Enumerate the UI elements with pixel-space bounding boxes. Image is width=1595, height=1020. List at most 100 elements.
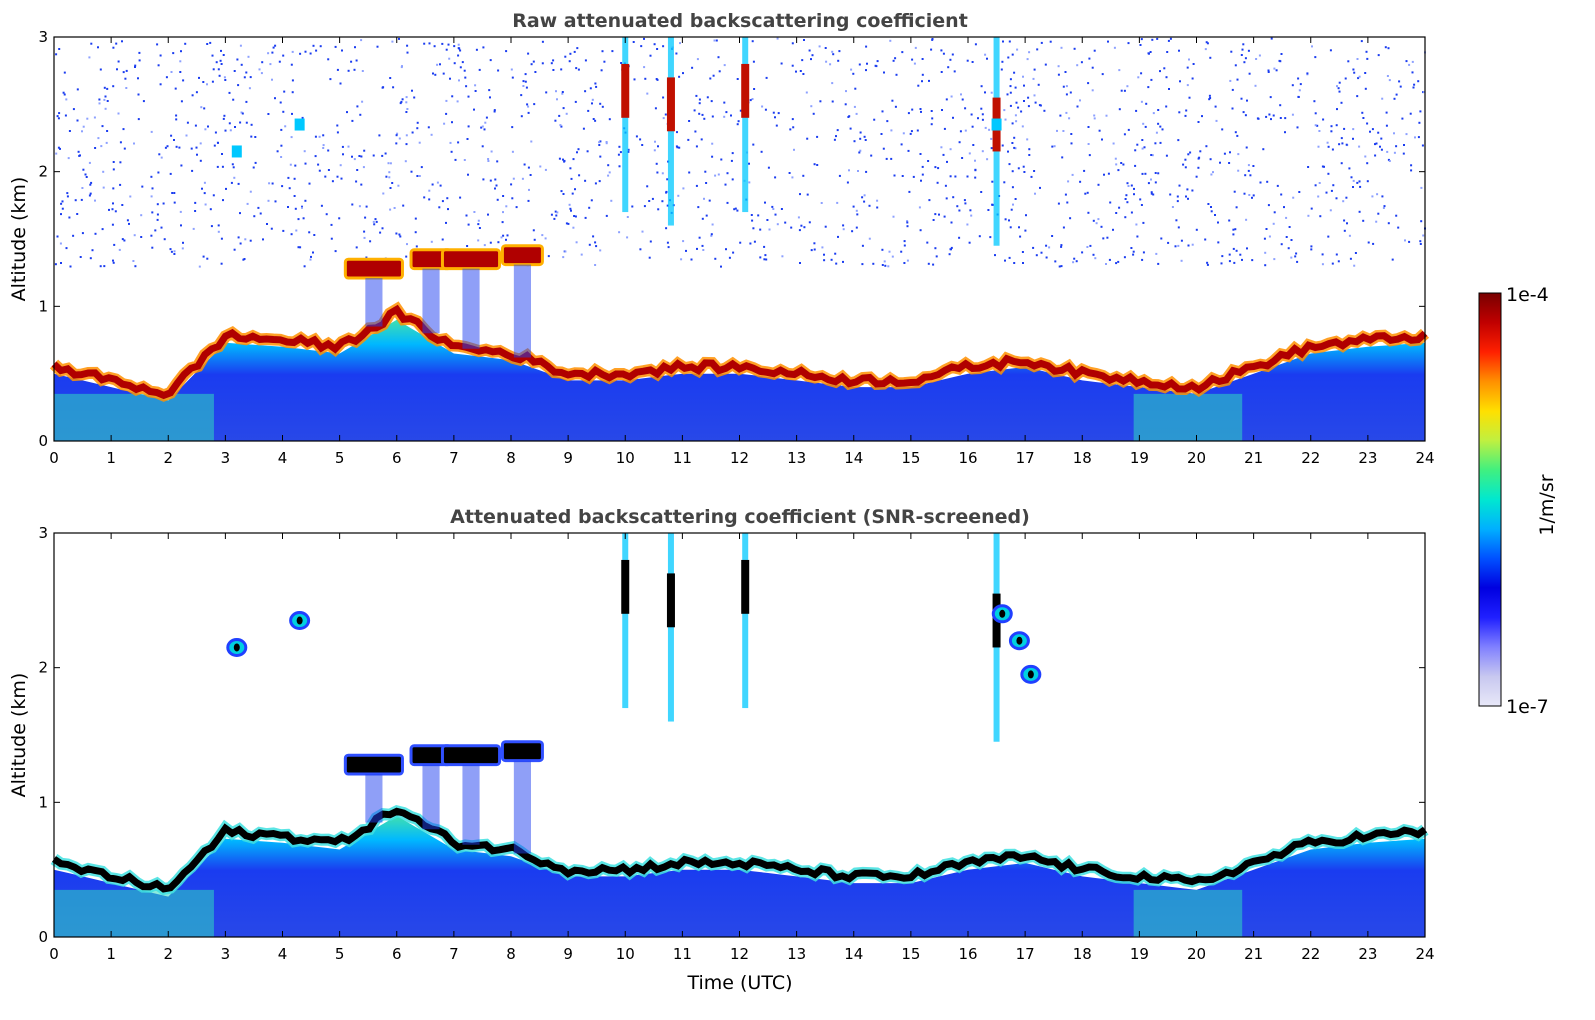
panel-raw-title: Raw attenuated backscattering coefficien… bbox=[512, 10, 968, 32]
boundary-layer bbox=[54, 815, 1425, 937]
cloud-patch-core bbox=[1027, 670, 1034, 679]
panel-raw-plot-area bbox=[49, 37, 1430, 441]
x-tick-label: 22 bbox=[1301, 449, 1320, 467]
x-tick-label: 4 bbox=[278, 945, 288, 963]
x-tick-label: 16 bbox=[958, 945, 977, 963]
cloud-patch bbox=[294, 118, 305, 131]
precip-streak bbox=[422, 764, 440, 830]
y-tick-label: 1 bbox=[38, 793, 48, 811]
x-tick-label: 6 bbox=[392, 449, 402, 467]
x-tick-label: 12 bbox=[730, 945, 749, 963]
upper-cloud-core bbox=[741, 559, 750, 614]
cloud-patch-core bbox=[1016, 636, 1023, 645]
surface-aerosol bbox=[54, 889, 214, 937]
elevated-cloud bbox=[500, 740, 544, 763]
cloud-patch-core bbox=[233, 643, 240, 652]
x-tick-label: 10 bbox=[616, 945, 635, 963]
raw-patches bbox=[231, 118, 1002, 158]
panel-screened-plot-area bbox=[50, 533, 1429, 937]
x-tick-label: 4 bbox=[278, 449, 288, 467]
x-tick-label: 1 bbox=[106, 449, 116, 467]
x-tick-label: 2 bbox=[163, 945, 173, 963]
upper-cloud-core bbox=[621, 559, 630, 614]
upper-cloud-core bbox=[666, 77, 675, 132]
x-tick-label: 3 bbox=[221, 945, 231, 963]
x-tick-label: 2 bbox=[163, 449, 173, 467]
x-tick-label: 8 bbox=[506, 945, 516, 963]
cloud-patch-core bbox=[296, 616, 303, 625]
upper-cloud-core bbox=[666, 573, 675, 628]
x-tick-label: 9 bbox=[563, 449, 573, 467]
x-tick-label: 8 bbox=[506, 449, 516, 467]
x-tick-label: 14 bbox=[844, 449, 863, 467]
colorbar-min-label: 1e-7 bbox=[1506, 696, 1549, 718]
elevated-cloud bbox=[343, 257, 404, 280]
cloud-patch-core bbox=[999, 609, 1006, 618]
x-tick-label: 0 bbox=[49, 945, 59, 963]
elevated-cloud bbox=[343, 753, 404, 776]
colorbar-bar bbox=[1478, 292, 1502, 707]
x-tick-label: 7 bbox=[449, 449, 459, 467]
x-tick-label: 22 bbox=[1301, 945, 1320, 963]
x-tick-label: 10 bbox=[616, 449, 635, 467]
cloud-patch bbox=[231, 145, 242, 158]
colorbar-max-label: 1e-4 bbox=[1506, 284, 1549, 306]
elevated-cloud bbox=[440, 248, 502, 271]
upper-cloud-streak bbox=[622, 533, 629, 709]
x-tick-label: 11 bbox=[673, 449, 692, 467]
precip-streak bbox=[462, 764, 480, 845]
layer-top-line bbox=[51, 304, 1428, 400]
x-tick-label: 14 bbox=[844, 945, 863, 963]
x-tick-label: 11 bbox=[673, 945, 692, 963]
x-tick-label: 24 bbox=[1415, 449, 1434, 467]
upper-cloud-streak bbox=[622, 37, 629, 213]
x-tick-label: 7 bbox=[449, 945, 459, 963]
surface-aerosol bbox=[54, 393, 214, 441]
panel-screened-title: Attenuated backscattering coefficient (S… bbox=[450, 506, 1030, 528]
x-tick-label: 15 bbox=[901, 449, 920, 467]
x-tick-label: 18 bbox=[1073, 945, 1092, 963]
x-tick-label: 23 bbox=[1358, 945, 1377, 963]
cloud-patch bbox=[991, 118, 1002, 131]
upper-cloud-core bbox=[741, 63, 750, 118]
x-tick-label: 23 bbox=[1358, 449, 1377, 467]
x-tick-label: 19 bbox=[1130, 945, 1149, 963]
x-tick-label: 1 bbox=[106, 945, 116, 963]
x-tick-label: 17 bbox=[1016, 945, 1035, 963]
y-tick-label: 2 bbox=[38, 163, 48, 181]
x-tick-label: 16 bbox=[958, 449, 977, 467]
precip-streak bbox=[462, 268, 480, 349]
elevated-cloud bbox=[440, 744, 502, 767]
noise-speckle bbox=[54, 37, 1426, 268]
x-tick-label: 5 bbox=[335, 449, 345, 467]
screened-patches bbox=[226, 604, 1042, 684]
y-tick-label: 1 bbox=[38, 297, 48, 315]
y-tick-label: 2 bbox=[38, 659, 48, 677]
y-tick-label: 3 bbox=[38, 28, 48, 46]
upper-cloud-streak bbox=[742, 533, 749, 709]
precip-streak bbox=[365, 774, 383, 823]
x-tick-label: 21 bbox=[1244, 449, 1263, 467]
x-tick-label: 15 bbox=[901, 945, 920, 963]
x-tick-label: 20 bbox=[1187, 945, 1206, 963]
x-tick-label: 21 bbox=[1244, 945, 1263, 963]
upper-cloud-core bbox=[621, 63, 630, 118]
precip-streak bbox=[513, 760, 531, 854]
panel-raw-axes: 0 1 2 3 4 5 6 7 8 9 10 11 12 13 14 15 16 17 18 19 20 21 22 23 24… bbox=[38, 28, 1434, 467]
panel-screened-xlabel: Time (UTC) bbox=[686, 972, 792, 994]
x-tick-label: 5 bbox=[335, 945, 345, 963]
panel-raw: Raw attenuated backscattering coefficien… bbox=[8, 10, 1435, 467]
x-tick-label: 0 bbox=[49, 449, 59, 467]
colorbar: 1e-4 1e-7 1/m/sr bbox=[1478, 284, 1558, 718]
surface-aerosol bbox=[1133, 393, 1243, 441]
x-tick-label: 3 bbox=[221, 449, 231, 467]
precip-streak bbox=[513, 264, 531, 358]
y-tick-label: 0 bbox=[38, 928, 48, 946]
panel-screened-axes: 0 1 2 3 4 5 6 7 8 9 10 11 12 13 14 15 16 17 18 19 20 21 22 23 24… bbox=[38, 524, 1434, 963]
panel-screened-ylabel: Altitude (km) bbox=[8, 673, 30, 798]
colorbar-unit-label: 1/m/sr bbox=[1536, 474, 1558, 535]
x-tick-label: 6 bbox=[392, 945, 402, 963]
panel-raw-ylabel: Altitude (km) bbox=[8, 177, 30, 302]
x-tick-label: 18 bbox=[1073, 449, 1092, 467]
elevated-clouds bbox=[343, 740, 544, 854]
